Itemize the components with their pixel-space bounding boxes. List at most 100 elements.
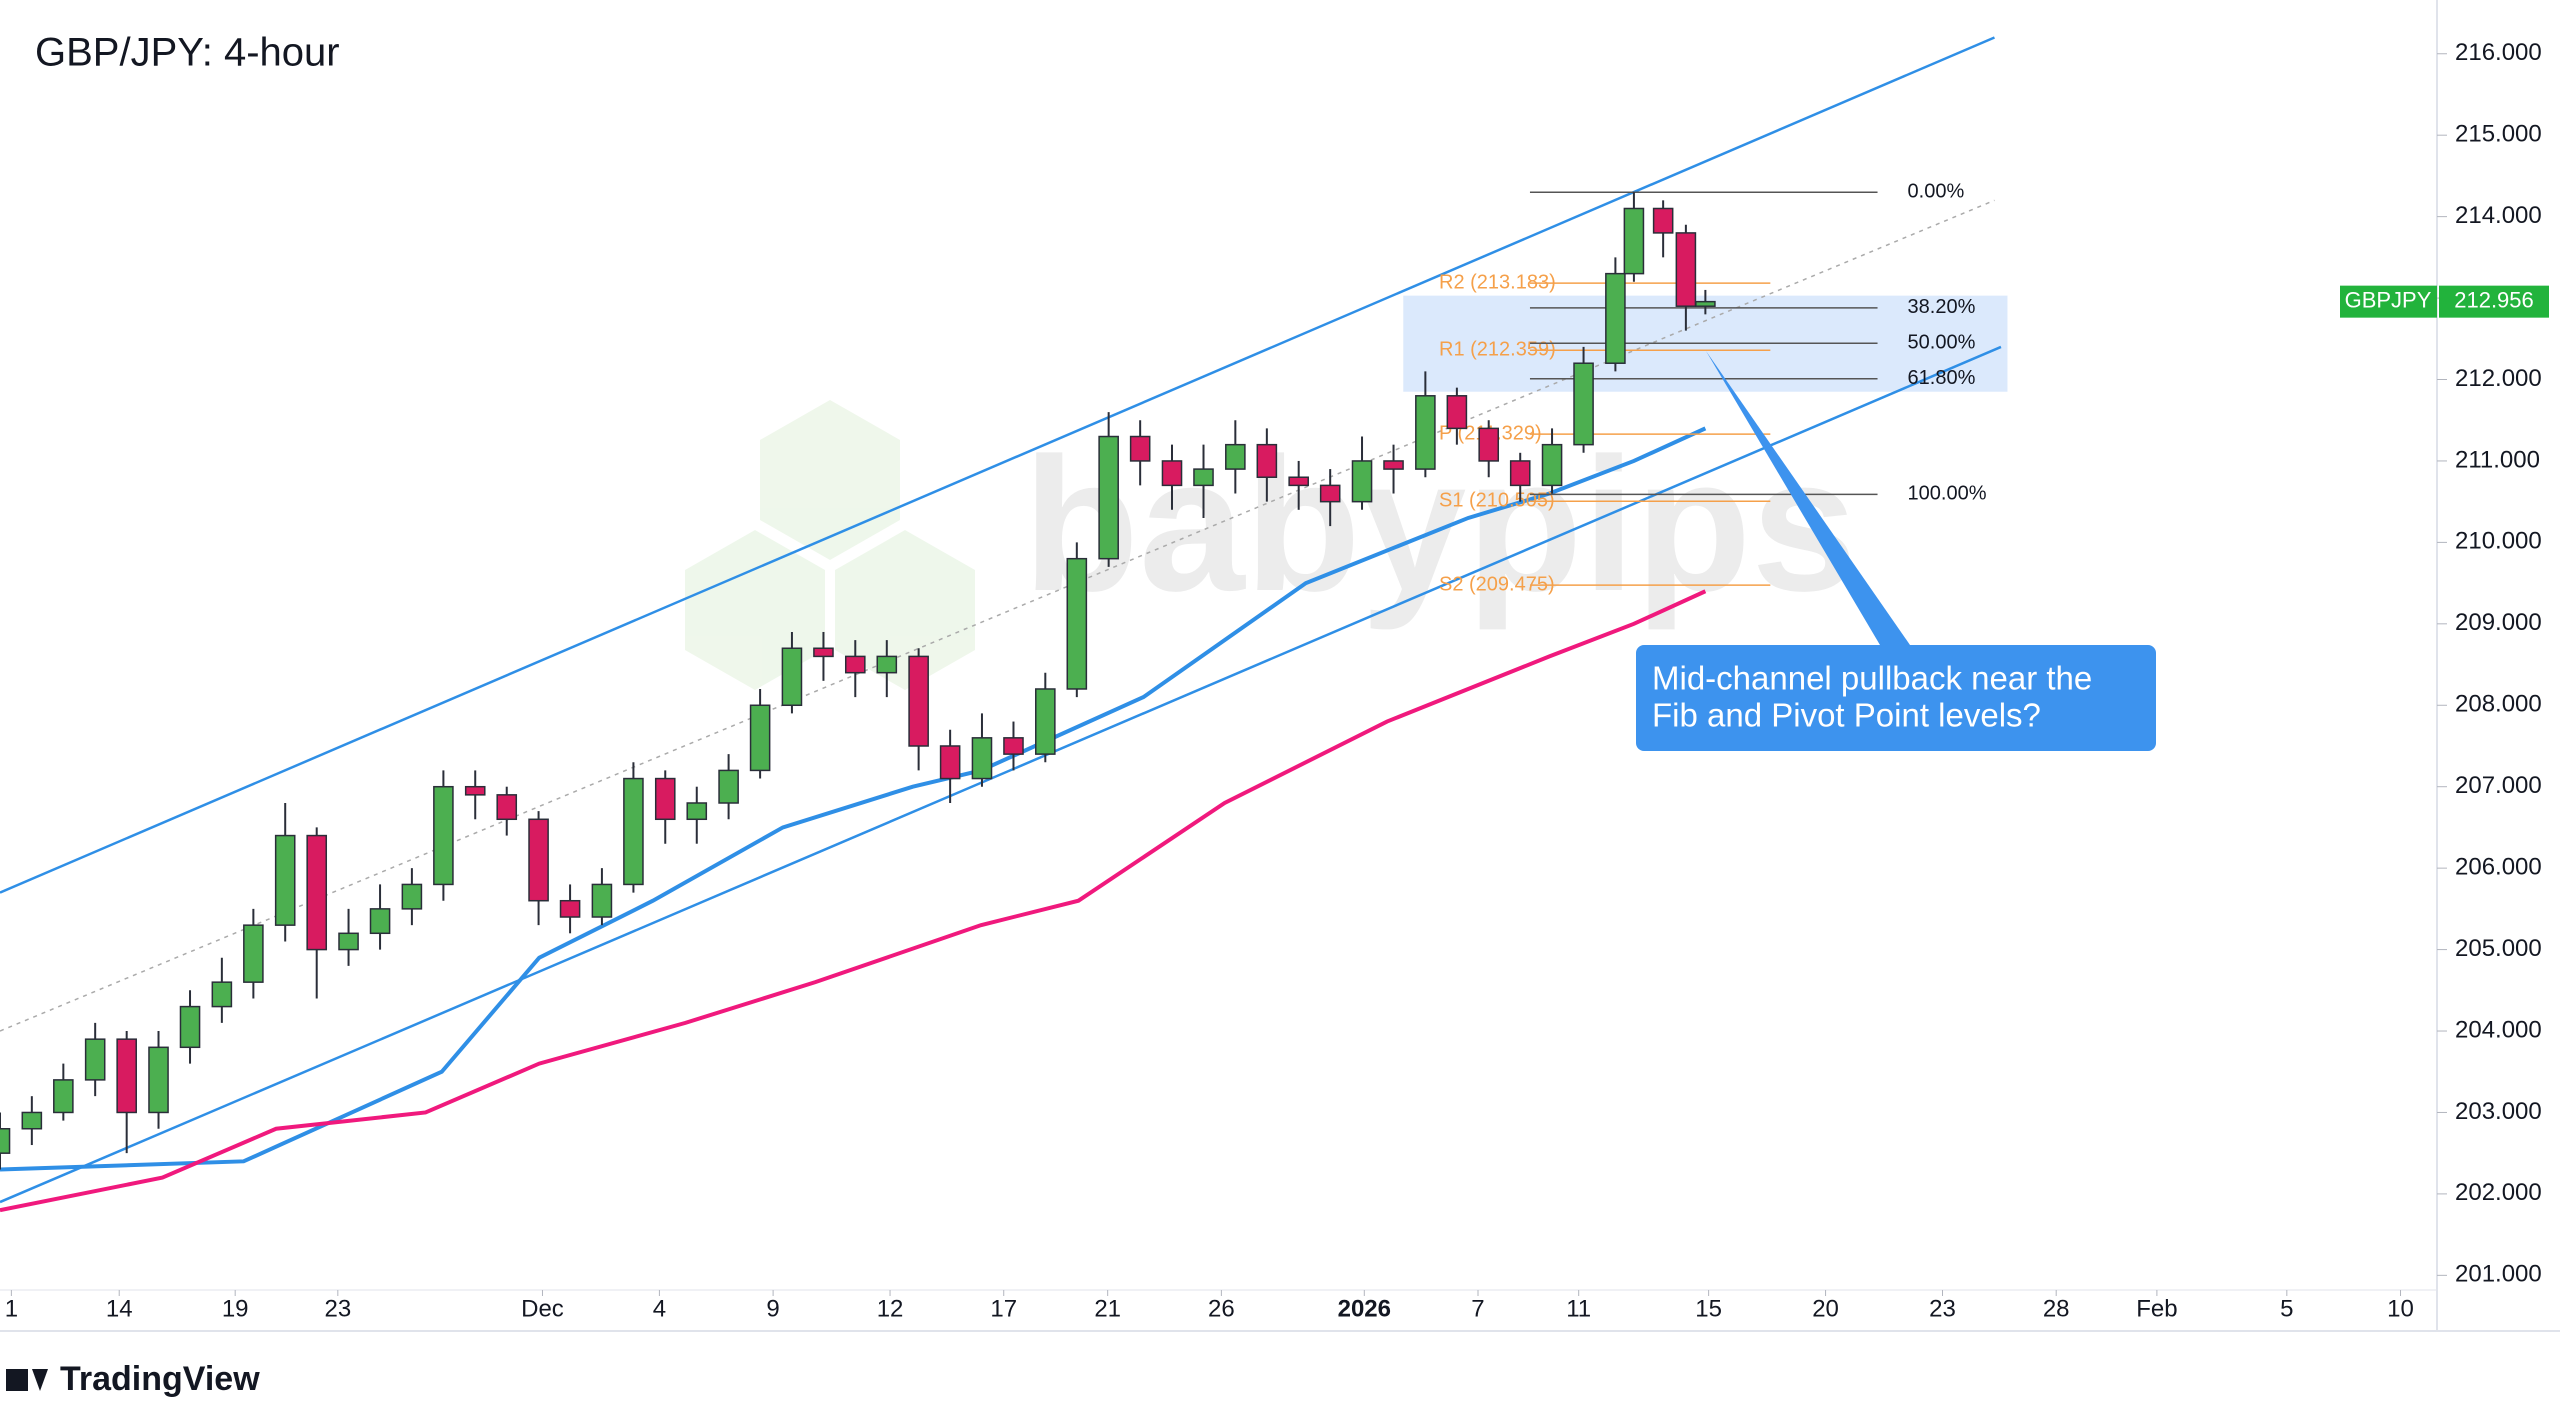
candle-body xyxy=(1383,460,1404,470)
y-tick-label: 216.000 xyxy=(2455,39,2542,66)
price-tag-value: 212.956 xyxy=(2454,287,2534,312)
candle-body xyxy=(971,737,993,780)
price-tag xyxy=(2439,285,2549,318)
candle-body xyxy=(211,981,233,1008)
candle-body xyxy=(306,834,328,951)
moving-average xyxy=(0,589,1707,1213)
annotation-box xyxy=(1636,645,2156,751)
candle-body xyxy=(1509,460,1531,487)
watermark-text: babypips xyxy=(1023,419,1857,631)
candle-body xyxy=(1003,737,1024,755)
y-tick-label: 201.000 xyxy=(2455,1261,2542,1288)
candle-body xyxy=(1541,443,1563,487)
y-tick-label: 209.000 xyxy=(2455,609,2542,636)
candle-body xyxy=(338,932,359,951)
candle-body xyxy=(21,1111,43,1130)
candle-body xyxy=(0,1128,11,1154)
candle-body xyxy=(496,794,518,821)
candle-body xyxy=(718,769,739,804)
x-tick-label: 9 xyxy=(766,1295,779,1322)
y-tick-label: 203.000 xyxy=(2455,1098,2542,1125)
x-tick-label: 1 xyxy=(5,1295,18,1322)
x-tick-label: 17 xyxy=(990,1295,1017,1322)
candle-body xyxy=(274,834,296,926)
x-tick-label: 5 xyxy=(2280,1295,2293,1322)
pivot-label: R1 (212.359) xyxy=(1439,339,1556,361)
x-tick-label: 11 xyxy=(1566,1295,1591,1322)
candle-body xyxy=(939,745,961,780)
candle-body xyxy=(1675,232,1697,307)
candle-body xyxy=(116,1038,137,1114)
candle-body xyxy=(1478,427,1500,462)
candle-body xyxy=(1225,443,1246,470)
x-tick-label: 12 xyxy=(877,1295,904,1322)
fib-label: 50.00% xyxy=(1908,332,1976,354)
candle-body xyxy=(813,647,834,658)
candle-body xyxy=(1319,484,1341,503)
candle-body xyxy=(1066,557,1088,690)
candle-body xyxy=(148,1046,169,1114)
candle-body xyxy=(1161,460,1183,487)
y-tick-label: 204.000 xyxy=(2455,1016,2542,1043)
fib-label: 61.80% xyxy=(1908,367,1976,389)
y-tick-label: 207.000 xyxy=(2455,772,2542,799)
candle-body xyxy=(1623,207,1645,275)
x-tick-label: 21 xyxy=(1094,1295,1121,1322)
x-tick-label: 15 xyxy=(1695,1295,1722,1322)
candle-body xyxy=(243,924,264,983)
candle-body xyxy=(179,1005,201,1049)
candle-body xyxy=(1035,688,1056,755)
candle-body xyxy=(749,704,771,772)
candle-body xyxy=(1573,362,1594,446)
y-tick-label: 208.000 xyxy=(2455,691,2542,718)
x-tick-label: 28 xyxy=(2043,1295,2070,1322)
candle-body xyxy=(591,883,613,918)
candle-body xyxy=(1415,395,1436,470)
candle-body xyxy=(1129,435,1151,462)
fib-label: 0.00% xyxy=(1908,180,1965,202)
y-tick-label: 210.000 xyxy=(2455,528,2542,555)
pivot-label: S1 (210.505) xyxy=(1439,490,1555,512)
y-tick-label: 215.000 xyxy=(2455,121,2542,148)
candle-body xyxy=(1288,476,1309,487)
pivot-label: S2 (209.475) xyxy=(1439,573,1555,595)
trend-line xyxy=(0,36,1995,894)
x-tick-label: 14 xyxy=(106,1295,133,1322)
y-tick-label: 205.000 xyxy=(2455,935,2542,962)
annotation-text: Fib and Pivot Point levels? xyxy=(1652,697,2041,734)
candle-body xyxy=(686,802,708,821)
chart-title: GBP/JPY: 4-hour xyxy=(35,31,340,75)
x-tick-label: 10 xyxy=(2387,1295,2414,1322)
y-tick-label: 212.000 xyxy=(2455,365,2542,392)
footer-brand: TradingView xyxy=(60,1360,260,1398)
plot-area: R2 (213.183)R1 (212.359)P (211.329)S1 (2… xyxy=(0,36,2008,1213)
candle-body xyxy=(84,1038,106,1081)
pivot-label: R2 (213.183) xyxy=(1439,271,1556,293)
candle-body xyxy=(908,655,929,747)
candle-body xyxy=(654,777,676,821)
tradingview-logo xyxy=(6,1369,48,1391)
candle-body xyxy=(844,655,866,674)
candle-body xyxy=(1193,468,1214,487)
candle-body xyxy=(1446,395,1468,430)
candle-body xyxy=(1605,272,1626,364)
candle-body xyxy=(781,647,803,707)
y-tick-label: 202.000 xyxy=(2455,1179,2542,1206)
price-tag-symbol: GBPJPY xyxy=(2345,287,2432,312)
y-tick-label: 211.000 xyxy=(2455,446,2540,473)
candle-body xyxy=(464,785,486,796)
candle-body xyxy=(559,899,581,918)
x-tick-label: 23 xyxy=(324,1295,351,1322)
candle-body xyxy=(876,655,898,674)
candle-body xyxy=(401,883,423,910)
x-tick-label: Dec xyxy=(521,1295,564,1322)
x-tick-label: 26 xyxy=(1208,1295,1235,1322)
y-tick-label: 206.000 xyxy=(2455,853,2542,880)
annotation-text: Mid-channel pullback near the xyxy=(1652,660,2092,697)
x-tick-label: Feb xyxy=(2136,1295,2177,1322)
candle-body xyxy=(369,908,391,935)
fib-label: 100.00% xyxy=(1908,483,1987,505)
candle-body xyxy=(528,818,549,902)
